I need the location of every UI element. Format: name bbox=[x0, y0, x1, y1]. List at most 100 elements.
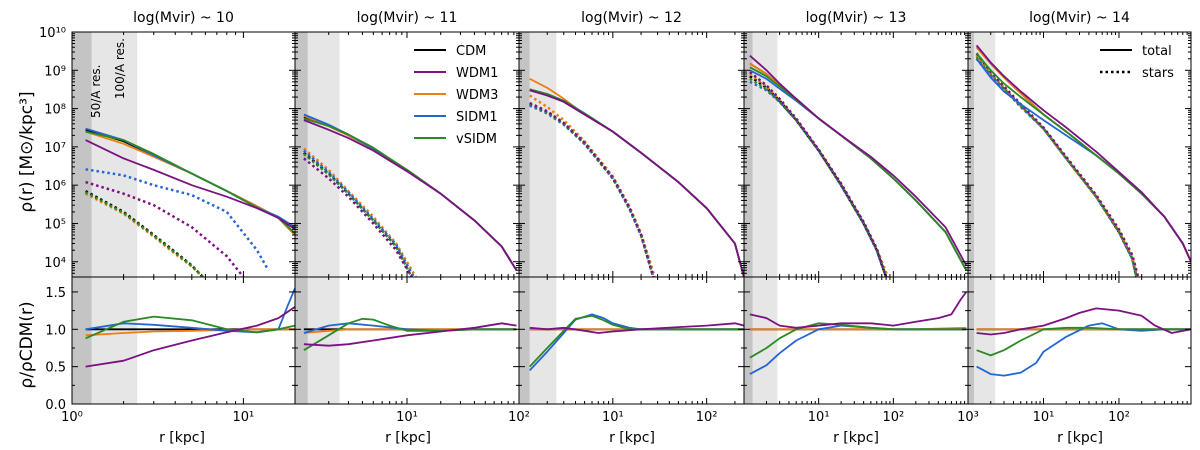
x-tick-label: 10² bbox=[508, 410, 530, 425]
x-tick-label: 10¹ bbox=[233, 410, 255, 425]
ratio-line-sidm1-5 bbox=[976, 322, 1191, 377]
x-tick-label: 10¹ bbox=[602, 410, 624, 425]
x-axis-label-5: r [kpc] bbox=[1057, 430, 1103, 446]
line-vsidm-total-5 bbox=[975, 52, 1191, 263]
legend-styles: total stars bbox=[1100, 44, 1174, 81]
line-vsidm-stars-5 bbox=[975, 56, 1138, 277]
panel-3: 10¹ 10² log(Mvir) ~ 12 bbox=[518, 10, 745, 425]
ratio-line-wdm1-2 bbox=[303, 322, 517, 347]
ratio-line-wdm1-4 bbox=[749, 291, 968, 329]
legend-label-sidm1: SIDM1 bbox=[456, 110, 498, 125]
line-vsidm-stars-1 bbox=[85, 191, 204, 277]
y-tick-label: 10⁶ bbox=[44, 179, 66, 194]
line-wdm1-total-3 bbox=[529, 89, 744, 277]
line-wdm1-stars-1 bbox=[85, 180, 245, 277]
line-wdm1-total-4 bbox=[749, 55, 968, 266]
line-wdm1-stars-3 bbox=[529, 101, 655, 277]
series-top-3 bbox=[529, 77, 744, 277]
x-ticks-1: 10⁰ 10¹ bbox=[61, 32, 296, 425]
x-axis-label-1: r [kpc] bbox=[159, 430, 205, 446]
x-tick-label: 10² bbox=[1108, 410, 1130, 425]
y-axis-label-top: ρ(r) [M⊙/kpc³] bbox=[17, 91, 37, 212]
frame-bottom-5 bbox=[967, 276, 1192, 405]
line-wdm3-total-4 bbox=[749, 62, 968, 271]
res-shade-inner-bottom-5 bbox=[968, 277, 974, 404]
ratio-line-vsidm-1 bbox=[85, 315, 295, 340]
line-wdm1-total-2 bbox=[303, 119, 518, 271]
panel-title-3: log(Mvir) ~ 12 bbox=[581, 10, 682, 26]
y-tick-label: 10⁷ bbox=[44, 141, 66, 156]
series-bottom-5 bbox=[976, 307, 1191, 377]
x-axis-labels: r [kpc] r [kpc] r [kpc] r [kpc] r [kpc] bbox=[159, 430, 1103, 446]
series-top-2 bbox=[303, 113, 518, 277]
panel-2: 10¹ 10² log(Mvir) ~ 11 bbox=[294, 10, 530, 425]
line-sidm1-total-4 bbox=[749, 69, 968, 271]
y-tick-label: 10⁵ bbox=[44, 217, 66, 232]
resolution-labels: 50/A res. 100/A res. bbox=[89, 38, 127, 118]
line-vsidm-stars-2 bbox=[303, 153, 413, 277]
res-shade-outer-top-2 bbox=[307, 32, 340, 277]
res-shade-inner-top-2 bbox=[295, 32, 308, 277]
res-shade-inner-top-4 bbox=[744, 32, 753, 277]
ratio-line-wdm1-1 bbox=[85, 306, 295, 368]
res-shade-inner-bottom-2 bbox=[295, 277, 308, 404]
x-tick-label: 10¹ bbox=[1033, 410, 1055, 425]
res-shade-inner-bottom-4 bbox=[744, 277, 753, 404]
res-shade-inner-bottom-1 bbox=[72, 277, 92, 404]
x-ticks-2: 10¹ 10² bbox=[294, 32, 530, 425]
series-top-1 bbox=[84, 127, 295, 277]
res-shade-outer-bottom-4 bbox=[752, 277, 778, 404]
y-ticks-2 bbox=[295, 31, 519, 405]
series-bottom-2 bbox=[303, 317, 517, 351]
ratio-line-vsidm-4 bbox=[749, 322, 967, 359]
res-label-100: 100/A res. bbox=[113, 38, 127, 99]
res-shade-outer-bottom-5 bbox=[973, 277, 996, 404]
ratio-line-wdm1-5 bbox=[976, 307, 1191, 336]
y-tick-label: 10⁹ bbox=[44, 64, 66, 79]
line-wdm1-stars-2 bbox=[303, 157, 413, 277]
panel-title-5: log(Mvir) ~ 14 bbox=[1029, 10, 1130, 26]
line-cdm-total-4 bbox=[749, 62, 968, 271]
series-top-5 bbox=[975, 44, 1191, 277]
ratio-tick-label: 0.0 bbox=[45, 398, 66, 413]
line-wdm1-total-1 bbox=[85, 139, 295, 231]
y-ticks-5 bbox=[968, 31, 1191, 405]
y-ticks-1: 10⁴ 10⁵ 10⁶ 10⁷ 10⁸ 10⁹ 10¹⁰ 0.0 0.5 1.0 1.5 bbox=[39, 26, 295, 413]
res-shade-inner-top-3 bbox=[519, 32, 530, 277]
y-tick-label: 10¹⁰ bbox=[39, 26, 66, 41]
x-axis-label-4: r [kpc] bbox=[833, 430, 879, 446]
series-top-4 bbox=[749, 55, 968, 277]
x-tick-label: 10² bbox=[696, 410, 718, 425]
x-ticks-3: 10¹ 10² bbox=[518, 32, 736, 425]
ratio-tick-label: 0.5 bbox=[45, 361, 66, 376]
panel-4: 10¹ 10² 10³ log(Mvir) ~ 13 bbox=[743, 10, 979, 425]
legend-label-wdm3: WDM3 bbox=[456, 88, 498, 103]
x-tick-label: 10² bbox=[882, 410, 904, 425]
res-shade-outer-top-5 bbox=[973, 32, 996, 277]
res-shade-outer-bottom-2 bbox=[307, 277, 340, 404]
res-shade-outer-bottom-1 bbox=[91, 277, 138, 404]
panel-title-1: log(Mvir) ~ 10 bbox=[133, 10, 234, 26]
legend-label-stars: stars bbox=[1142, 66, 1174, 81]
res-shade-outer-top-3 bbox=[529, 32, 557, 277]
ratio-line-vsidm-5 bbox=[976, 326, 1191, 357]
y-axis-label-bottom: ρ/ρCDM(r) bbox=[17, 301, 37, 388]
frame-top-4 bbox=[743, 31, 969, 278]
panel-title-4: log(Mvir) ~ 13 bbox=[806, 10, 907, 26]
line-sidm1-stars-2 bbox=[303, 149, 415, 277]
line-wdm1-stars-4 bbox=[749, 71, 888, 277]
line-sidm1-total-5 bbox=[975, 58, 1191, 263]
x-ticks-5: 10¹ 10² bbox=[967, 32, 1192, 425]
ratio-line-vsidm-3 bbox=[529, 314, 744, 368]
line-wdm1-stars-5 bbox=[975, 52, 1140, 277]
res-shade-inner-top-5 bbox=[968, 32, 974, 277]
x-tick-label: 10¹ bbox=[808, 410, 830, 425]
ratio-tick-label: 1.0 bbox=[45, 323, 66, 338]
panel-title-2: log(Mvir) ~ 11 bbox=[357, 10, 458, 26]
series-bottom-1 bbox=[85, 287, 295, 368]
x-tick-label: 10⁰ bbox=[61, 410, 83, 425]
y-tick-label: 10⁸ bbox=[44, 103, 66, 118]
series-bottom-4 bbox=[749, 291, 968, 375]
line-wdm1-total-5 bbox=[975, 44, 1191, 263]
